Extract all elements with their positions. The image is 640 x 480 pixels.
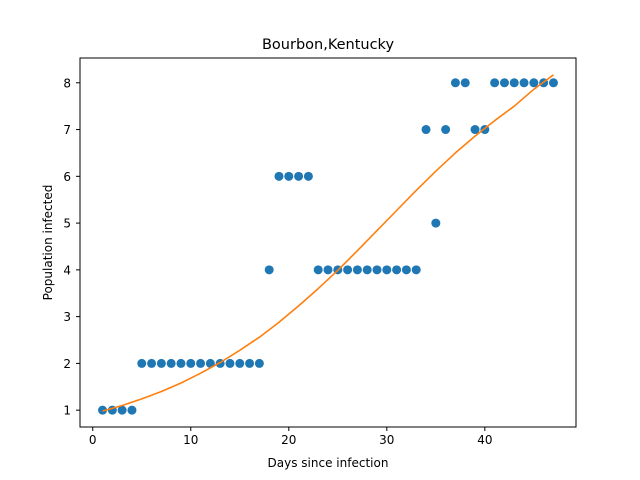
y-axis-label: Population infected bbox=[41, 185, 55, 301]
data-point bbox=[362, 265, 372, 275]
data-point bbox=[196, 358, 206, 368]
chart-title: Bourbon,Kentucky bbox=[262, 37, 394, 53]
data-point bbox=[235, 358, 245, 368]
y-tick-label: 3 bbox=[63, 310, 71, 324]
data-point bbox=[470, 125, 480, 135]
data-point bbox=[441, 125, 451, 135]
x-axis-label: Days since infection bbox=[268, 456, 389, 470]
data-point bbox=[98, 405, 108, 415]
data-point bbox=[519, 78, 529, 88]
data-point bbox=[499, 78, 509, 88]
data-point bbox=[450, 78, 460, 88]
data-point bbox=[137, 358, 147, 368]
data-point bbox=[323, 265, 333, 275]
data-point bbox=[245, 358, 255, 368]
data-point bbox=[205, 358, 215, 368]
data-point bbox=[411, 265, 421, 275]
x-tick-label: 30 bbox=[379, 433, 394, 447]
data-point bbox=[303, 171, 313, 181]
data-point bbox=[372, 265, 382, 275]
data-point bbox=[225, 358, 235, 368]
data-point bbox=[147, 358, 157, 368]
data-point bbox=[343, 265, 353, 275]
data-point bbox=[392, 265, 402, 275]
y-tick-label: 6 bbox=[63, 170, 71, 184]
data-point bbox=[313, 265, 323, 275]
data-point bbox=[117, 405, 127, 415]
data-point bbox=[401, 265, 411, 275]
data-point bbox=[127, 405, 137, 415]
data-point bbox=[284, 171, 294, 181]
x-tick-label: 40 bbox=[477, 433, 492, 447]
plot-area bbox=[98, 74, 558, 415]
y-tick-label: 8 bbox=[63, 76, 71, 90]
axis-ticks: 0 10 20 30 40 1 2 3 4 5 6 7 8 bbox=[63, 76, 492, 447]
data-point bbox=[460, 78, 470, 88]
data-point bbox=[509, 78, 519, 88]
y-tick-label: 7 bbox=[63, 123, 71, 137]
data-point bbox=[264, 265, 274, 275]
data-point bbox=[166, 358, 176, 368]
data-point bbox=[421, 125, 431, 135]
data-point bbox=[431, 218, 441, 228]
data-point bbox=[382, 265, 392, 275]
data-point bbox=[529, 78, 539, 88]
y-tick-label: 4 bbox=[63, 263, 71, 277]
x-tick-label: 0 bbox=[89, 433, 97, 447]
data-point bbox=[294, 171, 304, 181]
data-point bbox=[186, 358, 196, 368]
data-point bbox=[490, 78, 500, 88]
data-point bbox=[274, 171, 284, 181]
data-point bbox=[254, 358, 264, 368]
x-tick-label: 20 bbox=[281, 433, 296, 447]
y-tick-label: 1 bbox=[63, 404, 71, 418]
data-point bbox=[352, 265, 362, 275]
x-tick-label: 10 bbox=[183, 433, 198, 447]
data-point bbox=[156, 358, 166, 368]
y-tick-label: 5 bbox=[63, 217, 71, 231]
fit-curve-line bbox=[102, 74, 554, 412]
data-point bbox=[176, 358, 186, 368]
data-point bbox=[548, 78, 558, 88]
axes-frame bbox=[79, 57, 577, 428]
y-tick-label: 2 bbox=[63, 357, 71, 371]
